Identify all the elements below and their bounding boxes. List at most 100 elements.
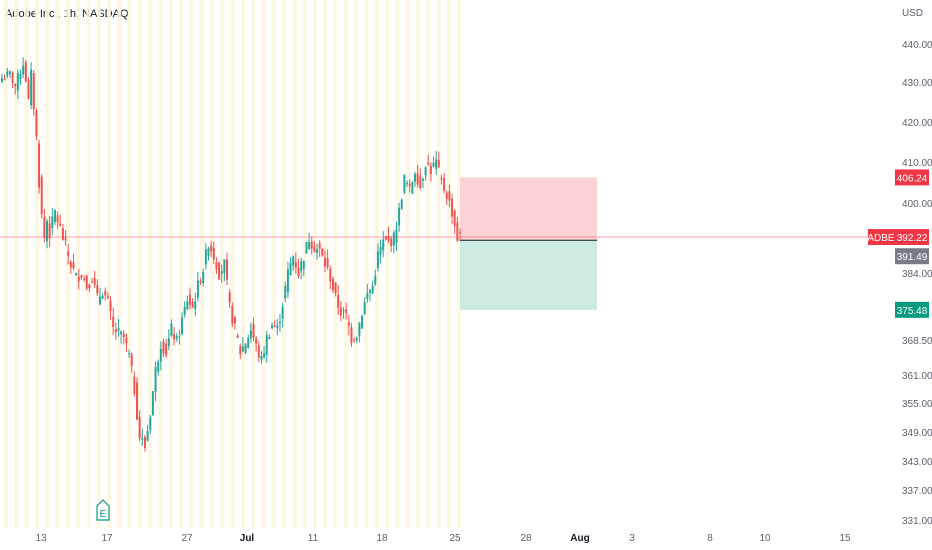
candles [1,57,461,452]
candle-body [59,223,62,227]
candle-body [61,228,64,240]
candle-body [424,167,427,176]
session-band [168,0,173,528]
candle-body [16,72,19,91]
symbol-tag: ADBE [867,233,895,244]
session-band [96,0,101,528]
candle-body [6,71,9,76]
position-zones[interactable] [460,177,597,310]
extended-session-bands [4,0,462,528]
session-band [385,0,390,528]
session-band [457,0,462,528]
candle-body [114,329,117,333]
session-band [374,0,379,528]
candle-body [403,174,406,193]
earnings-marker[interactable]: E [96,499,110,521]
candle-body [80,275,83,278]
candle-body [106,296,109,298]
candle-body [249,330,252,339]
candle-body [445,193,448,200]
candle-body [178,335,181,337]
candle-body [419,176,422,188]
session-band [436,0,441,528]
candle-body [331,278,334,291]
price-axis-tick: 337.00 [902,486,932,497]
session-band [405,0,410,528]
candle-body [204,249,207,265]
candle-body [255,338,258,344]
candle-body [421,178,424,181]
time-axis[interactable]: 13 17 27 Jul 11 18 25 28 Aug 3 8 10 15 [35,533,851,544]
candle-body [75,273,78,276]
time-axis-tick: 11 [308,533,319,544]
candle-body [300,261,303,272]
candle-body [56,215,59,223]
session-band [4,0,8,528]
candle-body [136,382,139,420]
time-axis-tick: 17 [101,533,113,544]
candle-body [292,256,295,266]
symbol-tag-bg [868,229,895,246]
candle-body [226,259,229,280]
candle-body [453,210,456,226]
session-band [220,0,225,528]
price-axis-tick: 331.00 [902,516,932,527]
candle-body [437,159,440,167]
time-axis-tick: 18 [376,533,388,544]
candle-body [223,259,226,273]
session-band [158,0,163,528]
candle-body [218,262,221,280]
candle-body [376,251,379,269]
candle-body [19,74,22,80]
price-axis-tick: 440.00 [902,40,932,51]
candle-body [88,284,91,289]
session-band [117,0,122,528]
candle-body [413,174,416,182]
price-axis[interactable]: USD 440.00 430.00 420.00 410.00 400.00 384.00 3… [902,8,932,527]
session-band [292,0,297,528]
candle-body [46,221,49,242]
candle-body [305,241,308,254]
candle-body [122,333,125,338]
candle-body [22,65,25,75]
time-axis-tick: 28 [520,533,532,544]
candle-body [8,71,11,74]
session-band [189,0,194,528]
candle-body [297,267,300,277]
candle-body [109,301,112,312]
candle-body [53,209,56,222]
candle-body [220,271,223,274]
candle-body [30,69,33,106]
candle-body [355,337,358,341]
candle-body [392,232,395,246]
candle-body [85,275,88,289]
session-band [137,0,142,528]
candle-body [382,239,385,251]
candle-body [27,79,30,99]
candle-body [286,269,289,293]
candle-body [143,436,146,449]
entry-price-tag-bg [895,248,929,265]
time-axis-tick: 3 [629,533,635,544]
candle-body [241,346,244,352]
session-band [55,0,60,528]
session-band [179,0,184,528]
candle-body [260,355,263,360]
candle-body [154,366,157,392]
candle-body [67,251,70,256]
candle-body [167,338,170,347]
candle-body [273,325,276,328]
candle-body [244,344,247,353]
time-axis-tick: 8 [707,533,713,544]
candle-body [96,285,99,294]
candle-body [289,263,292,276]
candle-body [374,275,377,285]
candle-body [48,223,51,239]
candle-body [191,301,194,308]
candle-body [101,295,104,299]
candle-body [371,285,374,294]
candle-body [353,339,356,341]
candle-body [432,162,435,167]
price-axis-tick: 420.00 [902,118,932,129]
